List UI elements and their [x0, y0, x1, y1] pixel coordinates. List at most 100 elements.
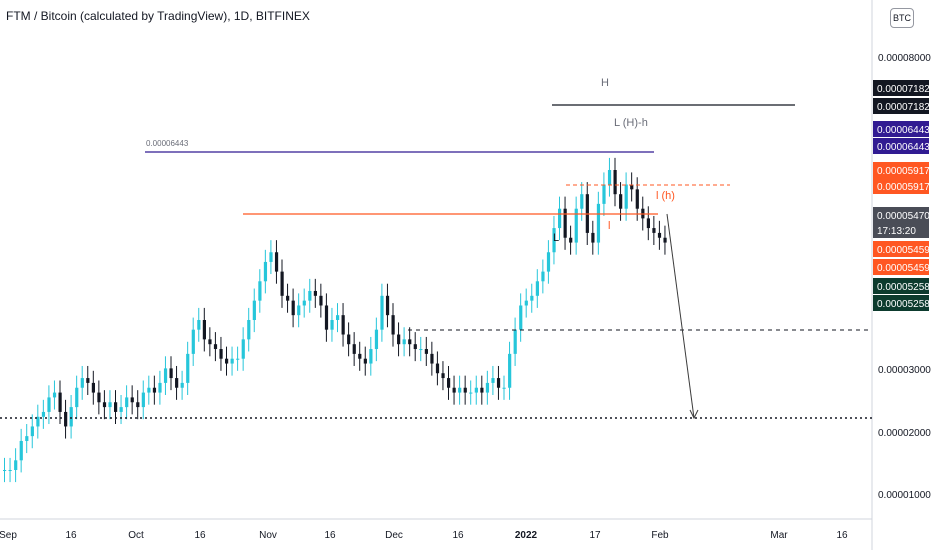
pattern-annotation: L [553, 232, 559, 244]
candle-body [169, 368, 173, 379]
candle-body [302, 300, 306, 306]
price-label-text: 0.00007182 [877, 102, 930, 113]
y-tick-label: 0.00002000 [878, 428, 931, 439]
x-tick-label: Sep [0, 530, 17, 541]
candle-body [291, 300, 295, 316]
candle-body [52, 392, 57, 398]
candle-body [469, 392, 473, 394]
candle-body [646, 218, 650, 229]
candle-body [397, 334, 401, 345]
candle-body [247, 320, 251, 340]
candle-body [358, 353, 362, 359]
candle-body [424, 349, 428, 354]
price-label-text: 0.00005917 [877, 182, 930, 193]
candle-body [241, 339, 245, 359]
candle-body [69, 407, 73, 427]
x-tick-label: 16 [194, 530, 206, 541]
candle-body [230, 358, 234, 364]
pattern-annotation: l [608, 220, 610, 232]
candle-body [308, 290, 312, 301]
projection-arrow-head [689, 409, 699, 420]
candle-body [41, 411, 46, 417]
price-label-box [873, 121, 929, 137]
candle-body [252, 300, 256, 320]
candle-body [80, 378, 84, 388]
candle-body [491, 378, 495, 383]
candle-body [619, 194, 623, 209]
currency-badge[interactable]: BTC [890, 8, 914, 28]
candle-body [86, 378, 90, 383]
candle-body [191, 329, 195, 354]
pattern-annotation: H [601, 77, 609, 89]
price-label-box [873, 207, 929, 223]
candle-body [447, 378, 451, 388]
candle-body [130, 397, 134, 403]
candle-body [602, 184, 606, 204]
candle-body [3, 470, 7, 471]
candle-body [474, 387, 478, 393]
candle-body [258, 281, 262, 301]
candle-body [591, 232, 595, 243]
candle-body [430, 353, 434, 364]
candle-body [197, 320, 201, 330]
candle-body [47, 397, 51, 412]
candle-body [280, 271, 284, 296]
x-tick-label: Feb [651, 530, 669, 541]
candle-body [541, 271, 545, 282]
candle-body [202, 320, 206, 340]
candle-body [546, 252, 551, 272]
candle-body [25, 436, 29, 441]
candle-body [508, 353, 512, 388]
candle-body [8, 470, 12, 471]
y-tick-label: 0.00001000 [878, 490, 931, 501]
candle-body [163, 368, 168, 383]
x-tick-label: Nov [259, 530, 277, 541]
price-label-text: 0.00005258 [877, 282, 930, 293]
candle-body [286, 295, 290, 301]
candle-body [530, 295, 534, 301]
price-label-box [873, 138, 929, 154]
candle-body [186, 353, 190, 383]
candle-body [380, 295, 384, 330]
projection-arrow [666, 213, 695, 419]
candle-body [613, 170, 617, 195]
blue-line-label: 0.00006443 [146, 139, 189, 148]
candle-body [607, 170, 612, 185]
candle-body [374, 329, 379, 350]
candle-body [402, 339, 406, 345]
candle-body [180, 382, 184, 388]
price-label-box [873, 259, 929, 275]
candle-body [58, 392, 62, 412]
candle-body [496, 378, 501, 388]
candle-body [158, 382, 162, 393]
price-label-text: 0.00007182 [877, 84, 930, 95]
candle-body [225, 358, 229, 364]
candle-body [108, 402, 112, 408]
candle-body [385, 295, 390, 316]
x-tick-label: 16 [324, 530, 336, 541]
pattern-annotation: L (H)-h [614, 117, 648, 129]
candle-body [413, 344, 417, 350]
candle-body [624, 184, 628, 209]
candle-body [274, 252, 279, 272]
candle-body [441, 373, 445, 379]
price-label-text: 0.00005917 [877, 166, 930, 177]
price-label-text: 0.00006443 [877, 142, 930, 153]
candle-body [208, 339, 212, 345]
candle-body [341, 315, 345, 335]
price-label-box [873, 98, 929, 114]
candle-body [336, 315, 340, 320]
candle-body [552, 228, 556, 253]
price-label-box [873, 295, 929, 311]
x-tick-label: Mar [770, 530, 788, 541]
price-label-box [873, 278, 929, 294]
candle-body [630, 184, 634, 190]
y-tick-label: 0.00003000 [878, 365, 931, 376]
candle-body [324, 305, 329, 330]
candle-body [91, 382, 95, 393]
candle-body [485, 382, 490, 393]
candle-body [114, 402, 118, 412]
candle-body [14, 460, 18, 470]
price-label-text: 0.00005459 [877, 263, 930, 274]
